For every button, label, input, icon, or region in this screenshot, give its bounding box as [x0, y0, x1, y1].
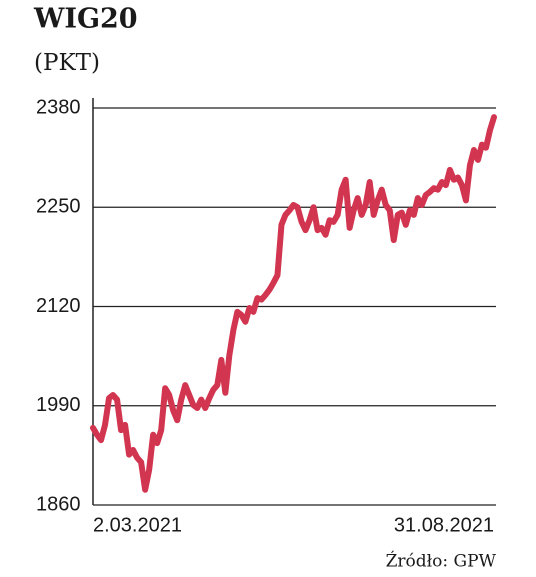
x-tick-label: 2.03.2021 [93, 514, 182, 536]
y-tick-label: 2380 [36, 96, 81, 118]
y-tick-label: 1990 [36, 394, 81, 416]
chart-subtitle: (PKT) [34, 50, 100, 76]
y-tick-label: 2120 [36, 295, 81, 317]
chart-title: WIG20 [33, 4, 138, 35]
y-tick-label: 1860 [36, 493, 81, 515]
line [90, 114, 497, 493]
x-tick-label: 31.08.2021 [394, 514, 494, 536]
y-tick-label: 2250 [36, 196, 81, 218]
source: Źródło: GPW [386, 551, 497, 572]
